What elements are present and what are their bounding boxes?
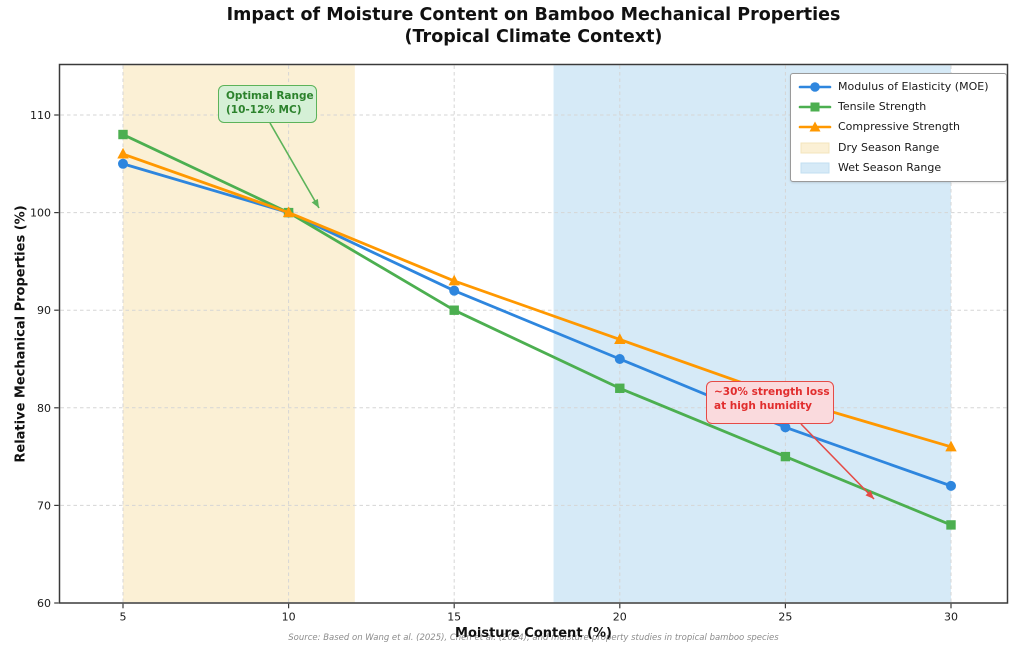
legend-marker-circle — [810, 82, 820, 92]
x-tick-label: 30 — [944, 611, 958, 624]
data-point-circle — [946, 480, 956, 491]
x-tick-label: 25 — [778, 611, 792, 624]
data-point-circle — [449, 285, 460, 296]
data-point-circle — [614, 354, 625, 364]
series-line-tensile-strength — [121, 133, 953, 527]
chart-title-line1: Impact of Moisture Content on Bamboo Mec… — [226, 5, 841, 25]
data-point-square — [780, 451, 791, 462]
annotation-text-line2: (10-12% MC) — [226, 103, 302, 116]
x-tick-label: 15 — [447, 611, 461, 624]
data-point-square — [946, 520, 956, 530]
band-dry-season-range — [123, 65, 355, 603]
legend-marker-square — [810, 102, 820, 112]
x-tick-label: 5 — [120, 611, 127, 624]
y-tick-label: 100 — [30, 207, 51, 220]
legend-swatch-square — [798, 102, 832, 112]
legend-swatch-circle — [798, 82, 832, 92]
legend-label: Wet Season Range — [838, 161, 942, 175]
annotation-text-line1: Optimal Range — [226, 90, 314, 102]
legend-patch — [800, 162, 830, 174]
data-point-triangle — [117, 147, 129, 159]
y-axis-label: Relative Mechanical Properties (%) — [13, 205, 29, 463]
legend-item-modulus-of-elasticity-moe: Modulus of Elasticity (MOE) — [791, 77, 1006, 96]
chart-title-line2: (Tropical Climate Context) — [404, 27, 663, 47]
y-tick-label: 80 — [37, 402, 51, 415]
legend-item-dry-season-range: Dry Season Range — [791, 138, 1006, 157]
data-point-triangle — [448, 274, 460, 286]
source-note: Source: Based on Wang et al. (2025), Che… — [288, 633, 779, 643]
y-tick-label: 110 — [30, 109, 51, 122]
chart-title: Impact of Moisture Content on Bamboo Mec… — [59, 4, 1008, 48]
y-tick-label: 60 — [37, 597, 51, 610]
legend-label: Modulus of Elasticity (MOE) — [838, 79, 989, 93]
annotation-box-0: Optimal Range (10-12% MC) — [218, 85, 317, 123]
legend-label: Dry Season Range — [838, 140, 940, 154]
x-tick-label: 10 — [282, 611, 296, 624]
annotation-text-line1: ~30% strength loss — [714, 386, 830, 398]
plot-border — [58, 63, 1009, 604]
annotation-arrow-head — [865, 490, 874, 499]
legend-item-tensile-strength: Tensile Strength — [791, 98, 1006, 117]
data-point-square — [615, 383, 625, 393]
annotation-box-1: ~30% strength loss at high humidity — [706, 381, 834, 424]
y-tick-label: 90 — [37, 304, 51, 317]
data-point-triangle — [614, 333, 626, 344]
annotation-arrow-line — [800, 423, 875, 500]
legend-patch — [800, 142, 830, 154]
data-point-circle — [118, 158, 128, 169]
legend-label: Tensile Strength — [838, 100, 927, 114]
x-axis-label: Moisture Content (%) — [455, 626, 612, 641]
x-tick-label: 20 — [613, 611, 627, 624]
data-point-triangle — [945, 440, 957, 452]
data-point-square — [118, 129, 128, 140]
data-point-circle — [780, 422, 791, 433]
annotation-arrow-head — [311, 198, 319, 208]
y-tick-label: 70 — [37, 499, 51, 512]
legend: Modulus of Elasticity (MOE) Tensile Stren… — [790, 73, 1007, 182]
annotation-text-line2: at high humidity — [714, 399, 812, 412]
legend-marker-triangle — [809, 121, 821, 132]
annotation-arrow-line — [269, 122, 320, 209]
legend-label: Compressive Strength — [838, 120, 961, 134]
legend-swatch-patch — [800, 142, 830, 154]
data-point-square — [449, 305, 459, 315]
legend-swatch-triangle — [798, 121, 832, 132]
legend-item-compressive-strength: Compressive Strength — [791, 118, 1006, 137]
data-point-triangle — [282, 206, 295, 218]
legend-item-wet-season-range: Wet Season Range — [791, 159, 1006, 178]
legend-swatch-patch — [800, 162, 830, 174]
